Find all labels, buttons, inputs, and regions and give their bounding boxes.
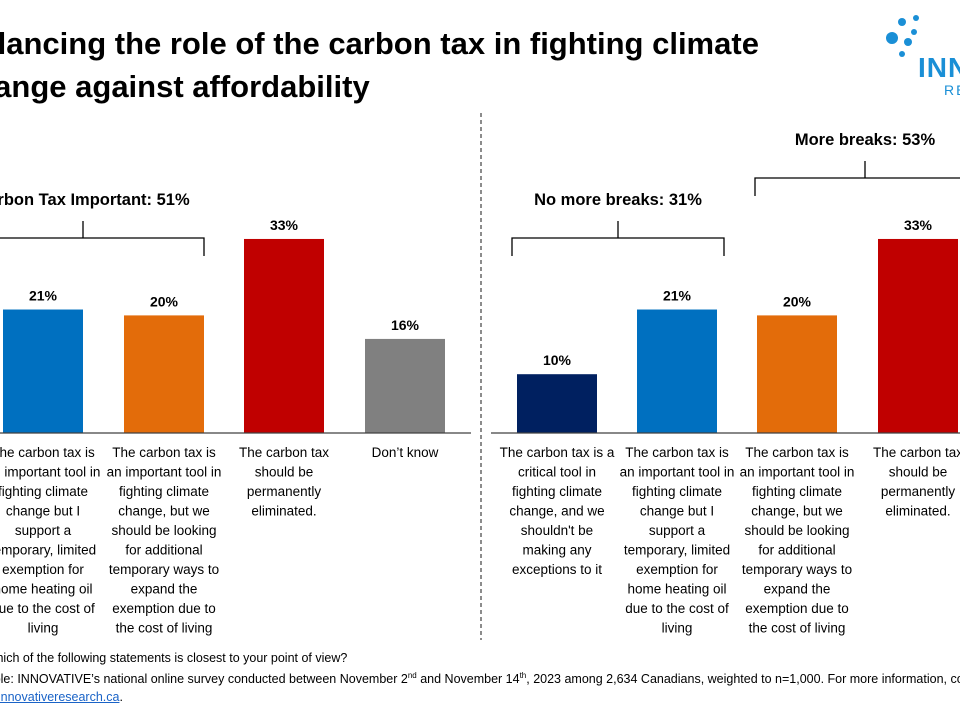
category-label: The carbon tax should be permanently elimin… [873, 445, 960, 519]
bar [757, 315, 837, 433]
page-title: Balancing the role of the carbon tax in … [0, 26, 759, 104]
survey-question: Q. Which of the following statements is … [0, 651, 348, 665]
footnotes: Q. Which of the following statements is … [0, 649, 960, 706]
bracket-label: More breaks: 53% [795, 131, 936, 149]
data-label: 16% [391, 317, 420, 333]
bracket [0, 237, 205, 256]
bar [637, 309, 717, 433]
logo-dots-icon [886, 15, 919, 57]
website-link[interactable]: www.innovativeresearch.ca [0, 690, 120, 705]
category-label: The carbon tax should be permanently elimin… [239, 445, 329, 519]
bracket-label: Carbon Tax Important: 51% [0, 191, 190, 209]
data-label: 33% [270, 217, 299, 233]
bar [878, 238, 958, 433]
bar [365, 338, 445, 433]
bracket [511, 237, 725, 256]
category-label: The carbon tax is a critical tool in fight… [500, 445, 615, 577]
logo-wordmark: INNOVATIVE [918, 52, 960, 83]
bracket [754, 177, 960, 196]
company-logo: INNOVATIVE RESEARCH [880, 12, 960, 102]
data-label: 20% [783, 293, 812, 309]
logo-subtitle: RESEARCH [944, 82, 960, 98]
bracket-label: No more breaks: 31% [534, 191, 702, 209]
bar [517, 374, 597, 433]
sample-note: Sample: INNOVATIVE’s national online sur… [0, 671, 960, 687]
category-label: Don’t know [372, 445, 439, 460]
bar [3, 309, 83, 433]
bar [124, 315, 204, 433]
data-label: 20% [150, 293, 179, 309]
data-label: 21% [29, 288, 58, 304]
data-label: 21% [663, 288, 692, 304]
bar [244, 238, 324, 433]
data-label: 10% [543, 352, 572, 368]
data-label: 33% [904, 217, 933, 233]
